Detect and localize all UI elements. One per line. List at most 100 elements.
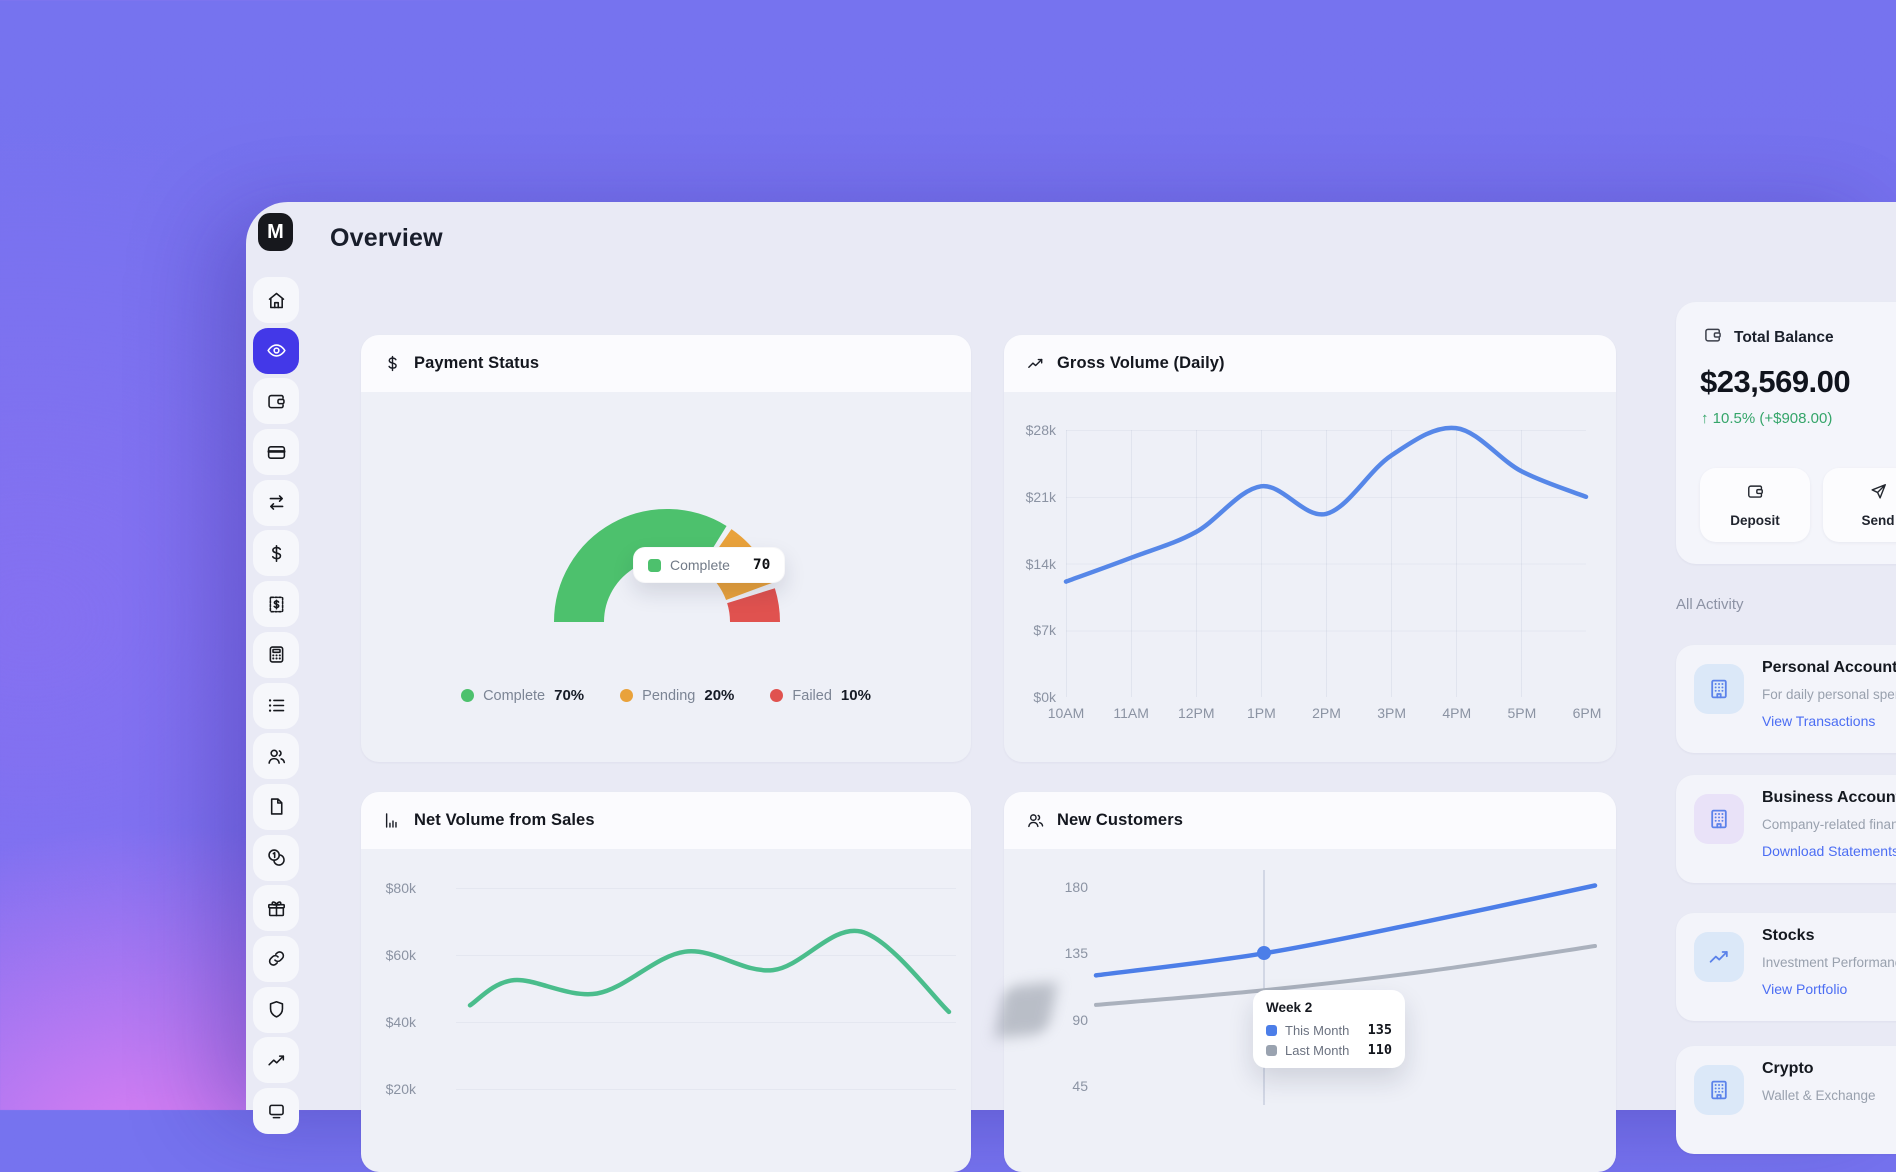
sidebar-item-cards[interactable] [253,429,299,476]
dollar-icon [383,354,402,373]
activity-card-stocks[interactable]: Stocks Investment Performance View Portfol… [1676,913,1896,1021]
series-value: 110 [1367,1042,1392,1058]
axis-tick: 90 [1072,1011,1088,1028]
x-axis: 10AM 11AM 12PM 1PM 2PM 3PM 4PM 5PM 6PM [1034,703,1619,723]
chart-tooltip: Week 2 This Month 135 Last Month 110 [1253,990,1405,1068]
axis-tick: $40k [385,1014,416,1030]
axis-tick: $14k [1025,555,1056,572]
activity-link[interactable]: View Portfolio [1762,981,1848,997]
button-label: Deposit [1730,513,1780,528]
legend-item: Failed 10% [770,687,871,704]
axis-tick: 11AM [1113,705,1149,721]
this-month-line [1093,883,1598,978]
sidebar-item-overview[interactable] [253,327,299,374]
sidebar-item-coins[interactable] [253,834,299,881]
net-volume-card: Net Volume from Sales $80k $60k $40k $20k [361,792,971,1172]
legend-value: 70% [554,687,585,704]
send-button[interactable]: Send [1823,468,1896,542]
eye-icon [266,340,287,361]
coins-icon [266,847,287,868]
sidebar-item-documents[interactable] [253,783,299,830]
invoice-icon [266,594,287,615]
axis-tick: 45 [1072,1077,1088,1094]
sidebar-item-wallet[interactable] [253,378,299,425]
all-activity-heading: All Activity [1676,596,1744,613]
gauge-tooltip: Complete 70 [633,547,786,583]
legend-dot [461,689,475,702]
axis-tick: $21k [1025,488,1056,505]
highlight-point[interactable] [1257,946,1271,960]
card-title: Gross Volume (Daily) [1057,354,1225,372]
transfer-icon [266,492,287,513]
activity-card-business-account[interactable]: Business Account Company-related finances… [1676,775,1896,883]
deposit-button[interactable]: Deposit [1700,468,1810,542]
axis-tick: 135 [1064,945,1088,962]
sidebar-item-calculator[interactable] [253,631,299,678]
sidebar-item-analytics[interactable] [253,1037,299,1084]
axis-tick: 5PM [1507,705,1537,721]
building-icon [1694,664,1744,714]
axis-tick: 6PM [1572,705,1602,721]
card-header: New Customers [1004,792,1616,849]
activity-title: Crypto [1762,1060,1814,1077]
axis-tick: 180 [1064,879,1088,895]
sidebar-item-devices[interactable] [253,1088,299,1134]
legend-item: Pending 20% [620,687,734,704]
sidebar-item-links[interactable] [253,935,299,982]
payment-status-card: Payment Status Complete 70 Complete 70% … [361,335,971,762]
users-icon [266,746,287,767]
gross-volume-card: Gross Volume (Daily) $28k $21k $14k $7k $0k … [1004,335,1616,762]
activity-title: Stocks [1762,927,1815,944]
calculator-icon [266,644,287,665]
legend-label: Failed [792,687,832,704]
card-header: Net Volume from Sales [361,792,971,849]
gauge-segment-failed [726,588,781,623]
legend-value: 20% [704,687,735,704]
tooltip-label: Complete [670,557,730,573]
device-icon [266,1101,287,1122]
link-icon [266,948,287,969]
activity-card-personal-account[interactable]: Personal Account For daily personal spend… [1676,645,1896,753]
activity-link[interactable]: Download Statements [1762,843,1896,859]
series-swatch [1266,1044,1277,1056]
shield-icon [266,999,287,1020]
button-label: Send [1861,513,1895,528]
sidebar-item-home[interactable] [253,277,299,323]
sidebar-item-payments[interactable] [253,530,299,577]
series-label: Last Month [1285,1042,1350,1058]
legend-dot [620,689,634,702]
axis-tick: $20k [385,1081,416,1097]
axis-tick: 12PM [1177,705,1215,721]
users-icon [1026,811,1045,830]
gift-icon [266,898,287,919]
net-volume-line [467,928,952,1015]
activity-subtitle: For daily personal spending [1762,687,1896,702]
sidebar-item-customers[interactable] [253,733,299,780]
sidebar-item-transfers[interactable] [253,479,299,526]
series-label: This Month [1285,1022,1350,1038]
balance-header: Total Balance [1703,325,1834,350]
axis-tick: $80k [385,880,416,896]
trending-icon [1026,354,1045,373]
y-axis: 180 135 90 45 [1030,877,1088,1096]
legend-dot [770,689,784,702]
sidebar-item-invoices[interactable] [253,581,299,628]
building-icon [1694,794,1744,844]
app-logo[interactable]: M [258,213,293,251]
gauge-segment-complete [554,509,727,623]
sidebar-item-lists[interactable] [253,682,299,729]
trending-icon [266,1050,287,1071]
y-axis: $80k $60k $40k $20k [366,878,416,1099]
legend-label: Complete [483,687,546,704]
tooltip-row: Last Month 110 [1266,1042,1392,1058]
y-axis: $28k $21k $14k $7k $0k [1004,420,1056,707]
sidebar-item-security[interactable] [253,986,299,1033]
legend-label: Pending [642,687,696,704]
activity-link[interactable]: View Transactions [1762,713,1876,729]
sidebar-item-rewards[interactable] [253,885,299,932]
home-icon [266,290,287,311]
axis-tick: $0k [1033,689,1056,705]
trending-icon [1694,932,1744,982]
activity-card-crypto[interactable]: Crypto Wallet & Exchange [1676,1046,1896,1154]
credit-card-icon [266,442,287,463]
